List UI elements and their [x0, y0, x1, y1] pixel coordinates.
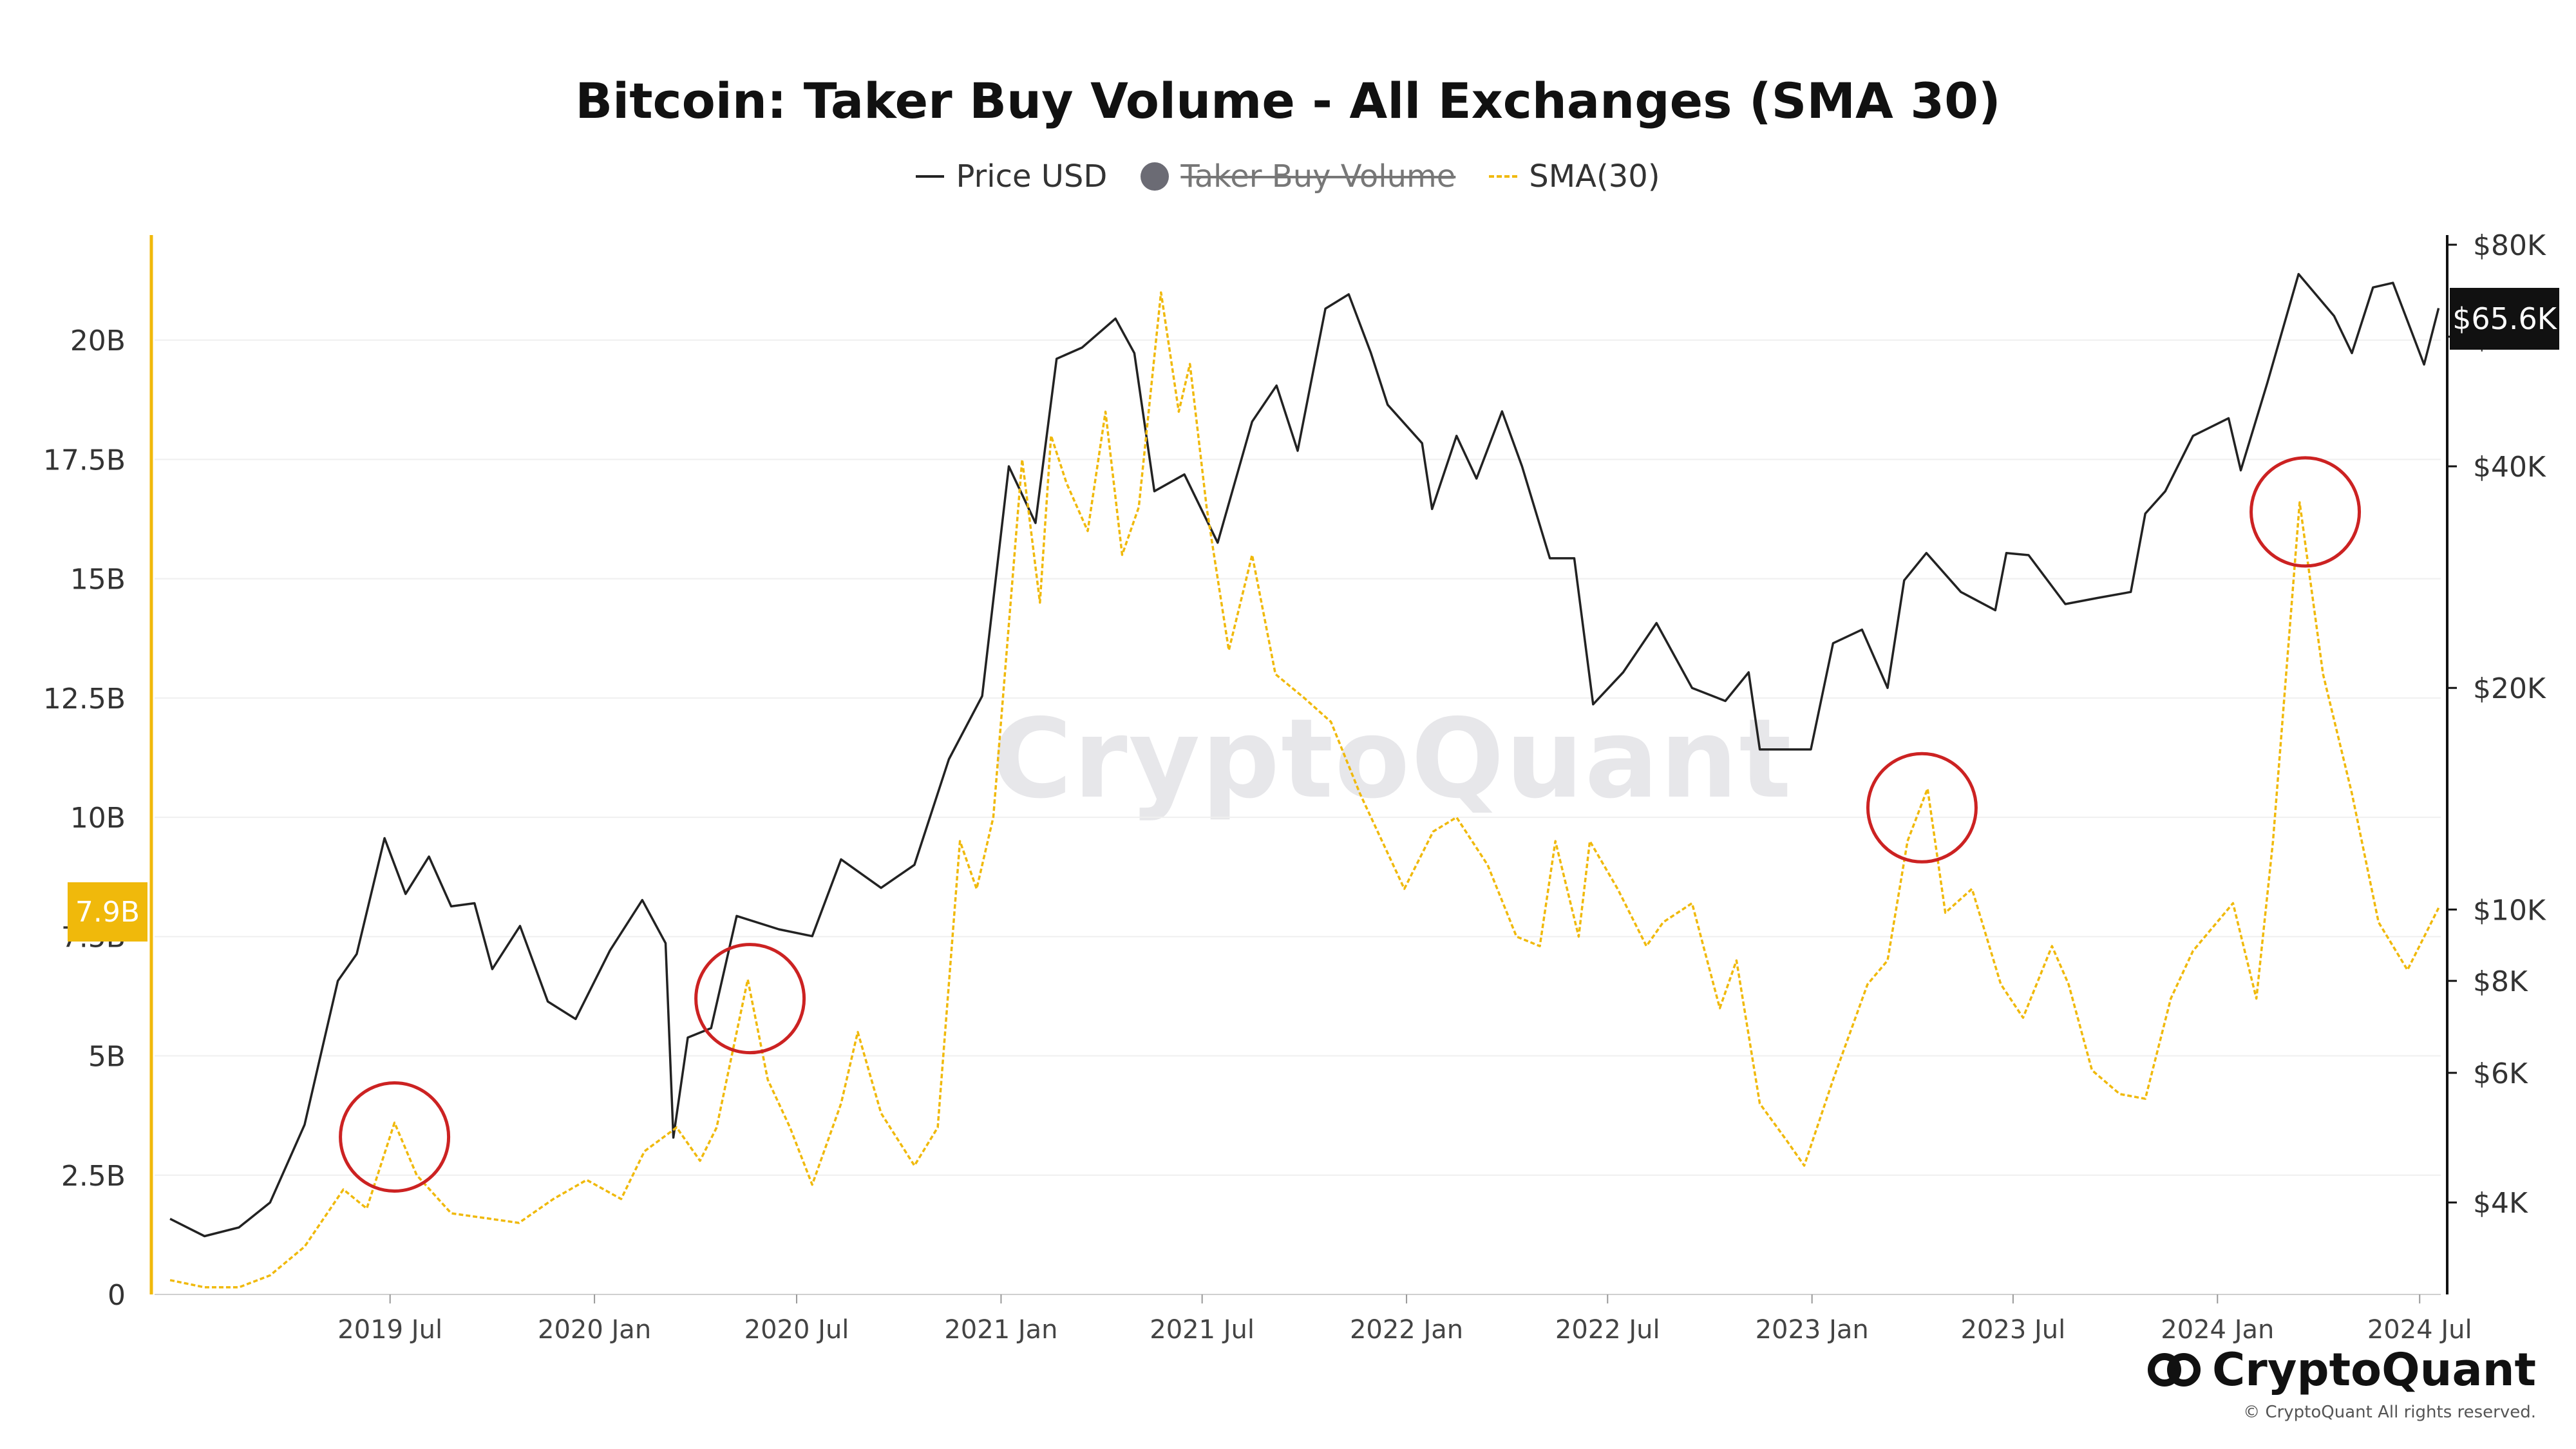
legend-label-taker-buy-volume: Taker Buy Volume — [1180, 158, 1456, 194]
x-tick-label: 2024 Jul — [2367, 1315, 2472, 1345]
x-tick-label: 2019 Jul — [337, 1315, 442, 1345]
current-price-tag: $65.6K — [2450, 288, 2559, 350]
y-left-tick-label: 10B — [70, 802, 126, 835]
y-left-tick-label: 12.5B — [43, 683, 126, 715]
chart-legend: Price USD Taker Buy Volume SMA(30) — [0, 158, 2576, 194]
chart-title: Bitcoin: Taker Buy Volume - All Exchange… — [575, 72, 2001, 129]
legend-item-price[interactable]: Price USD — [916, 158, 1107, 194]
x-tick-label: 2020 Jan — [538, 1315, 651, 1345]
sma-dash-swatch — [1489, 175, 1518, 178]
x-tick-label: 2023 Jul — [1960, 1315, 2065, 1345]
legend-item-sma[interactable]: SMA(30) — [1489, 158, 1660, 194]
legend-label-price: Price USD — [956, 158, 1108, 194]
price-line-swatch — [916, 175, 945, 178]
highlight-circle — [694, 943, 806, 1055]
cryptoquant-logo-icon — [2147, 1350, 2202, 1389]
x-tick-label: 2022 Jul — [1555, 1315, 1660, 1345]
x-tick-label: 2023 Jan — [1756, 1315, 1869, 1345]
x-tick-label: 2020 Jul — [744, 1315, 849, 1345]
x-tick-label: 2024 Jan — [2161, 1315, 2274, 1345]
price-series-line — [169, 272, 2440, 1238]
y-left-tick-label: 15B — [70, 564, 126, 596]
y-right-tick-label: $40K — [2473, 451, 2546, 484]
copyright-text: © CryptoQuant All rights reserved. — [2243, 1403, 2536, 1422]
y-left-tick-label: 5B — [88, 1041, 126, 1074]
y-left-tick-label: 17.5B — [43, 444, 126, 477]
watermark: CryptoQuant — [992, 696, 1793, 823]
sma-series-line — [169, 291, 2440, 1289]
legend-item-taker-buy-volume[interactable]: Taker Buy Volume — [1141, 158, 1455, 194]
x-tick-label: 2021 Jul — [1150, 1315, 1255, 1345]
highlight-circle — [1866, 752, 1978, 864]
highlight-circle — [2249, 456, 2362, 568]
y-left-tick-label: 0 — [108, 1279, 126, 1312]
y-right-tick-label: $80K — [2473, 229, 2546, 262]
x-tick-label: 2021 Jan — [944, 1315, 1057, 1345]
y-right-tick-label: $20K — [2473, 672, 2546, 705]
y-left-tick-label: 20B — [70, 325, 126, 357]
brand-logo: CryptoQuant — [2147, 1343, 2536, 1396]
highlight-circle — [339, 1081, 451, 1193]
x-tick-label: 2022 Jan — [1350, 1315, 1463, 1345]
y-right-tick-label: $10K — [2473, 894, 2546, 927]
current-volume-tag: 7.9B — [68, 882, 147, 942]
dot-swatch-icon — [1141, 162, 1170, 191]
y-right-tick-label: $4K — [2473, 1187, 2528, 1220]
y-left-tick-label: 2.5B — [61, 1160, 126, 1193]
y-right-tick-label: $8K — [2473, 965, 2528, 998]
legend-label-sma: SMA(30) — [1529, 158, 1660, 194]
y-right-tick-label: $6K — [2473, 1057, 2528, 1090]
brand-name: CryptoQuant — [2211, 1343, 2536, 1396]
